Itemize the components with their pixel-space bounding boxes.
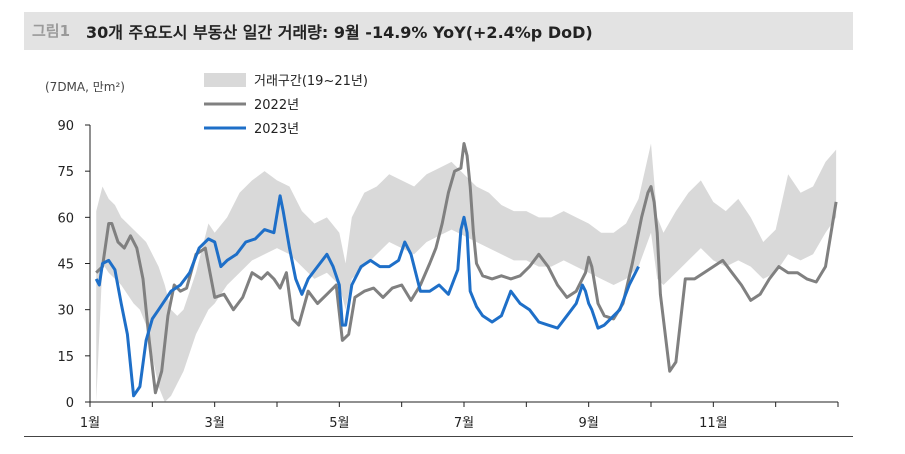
axis-layer: 0 15 30 45 60 75 90 1월 3월 5월 7월 9월 11월 [57, 119, 839, 431]
x-tick-label: 11월 [699, 416, 728, 431]
y-tick-label: 45 [57, 258, 74, 273]
y-tick-label: 15 [57, 350, 74, 365]
legend-band-label: 거래구간(19~21년) [254, 74, 368, 89]
y-tick-label: 0 [66, 396, 74, 411]
y-tick-label: 75 [57, 165, 74, 180]
bottom-rule [24, 436, 853, 437]
x-tick-label: 1월 [80, 416, 100, 431]
figure-label: 그림1 [32, 22, 71, 40]
x-tick-label: 5월 [329, 416, 349, 431]
band-area [96, 143, 837, 402]
x-tick-label: 9월 [579, 416, 599, 431]
series-2023-line [94, 194, 640, 398]
y-tick-label: 60 [57, 211, 74, 226]
legend-label-2022: 2022년 [254, 98, 299, 113]
series-layer [94, 142, 838, 398]
figure-title-bar: 그림1 30개 주요도시 부동산 일간 거래량: 9월 -14.9% YoY(+… [24, 12, 853, 50]
y-tick-label: 30 [57, 304, 74, 319]
y-tick-label: 90 [57, 119, 74, 134]
x-tick-label: 7월 [454, 416, 474, 431]
figure-title: 30개 주요도시 부동산 일간 거래량: 9월 -14.9% YoY(+2.4%… [86, 23, 593, 42]
unit-label: (7DMA, 만m²) [45, 80, 125, 94]
legend-label-2023: 2023년 [254, 122, 299, 137]
legend: 거래구간(19~21년) 2022년 2023년 [204, 73, 368, 137]
x-tick-label: 3월 [205, 416, 225, 431]
band-layer [96, 143, 837, 402]
legend-band-swatch [204, 73, 246, 87]
